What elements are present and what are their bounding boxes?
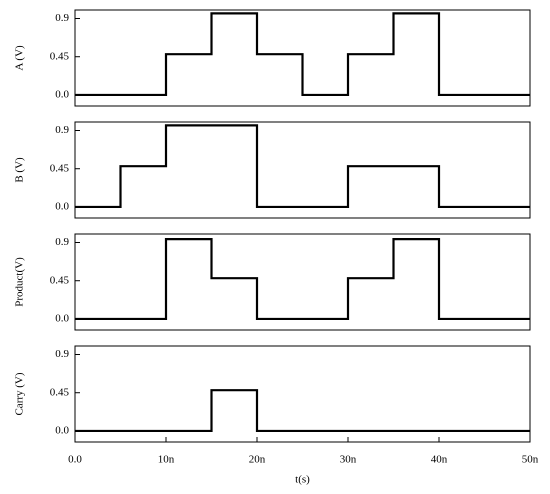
- x-tick-label: 40n: [431, 454, 448, 466]
- y-tick-label: 0.0: [55, 424, 69, 436]
- y-tick-label: 0.45: [50, 386, 70, 398]
- y-axis-label: Product(V): [14, 257, 26, 307]
- y-axis-label: B (V): [14, 157, 26, 183]
- y-tick-label: 0.0: [55, 200, 69, 212]
- waveform: [75, 389, 530, 433]
- y-tick-label: 0.45: [50, 50, 70, 62]
- y-tick-label: 0.9: [55, 236, 69, 248]
- y-axis-label: A (V): [14, 45, 26, 71]
- x-axis-label: t(s): [295, 474, 310, 486]
- x-tick-label: 30n: [340, 454, 357, 466]
- waveform: [75, 124, 530, 209]
- y-axis-label: Carry (V): [14, 372, 26, 415]
- y-tick-label: 0.0: [55, 88, 69, 100]
- x-tick-label: 50n: [522, 454, 539, 466]
- plot-frame: [74, 121, 531, 219]
- plot-frame: [74, 233, 531, 331]
- plot-frame: [74, 345, 531, 443]
- y-tick-label: 0.9: [55, 348, 69, 360]
- y-tick-label: 0.9: [55, 12, 69, 24]
- x-tick-label: 0.0: [68, 454, 82, 466]
- waveform: [75, 237, 530, 321]
- waveform: [75, 12, 530, 97]
- plot-frame: [74, 9, 531, 107]
- y-tick-label: 0.9: [55, 124, 69, 136]
- x-tick-label: 20n: [249, 454, 266, 466]
- y-tick-label: 0.45: [50, 274, 70, 286]
- y-tick-label: 0.0: [55, 312, 69, 324]
- x-tick-label: 10n: [158, 454, 175, 466]
- y-tick-label: 0.45: [50, 162, 70, 174]
